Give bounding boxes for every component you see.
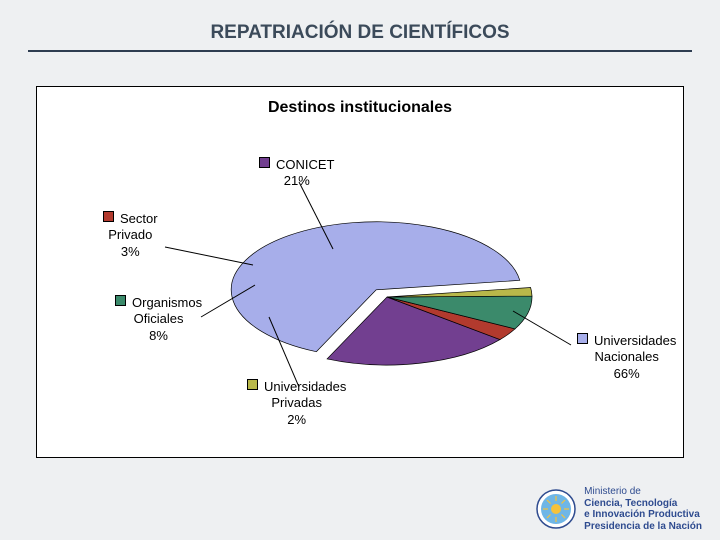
footer-line1: Ministerio de <box>584 486 641 497</box>
label-org-pct: 8% <box>149 328 168 343</box>
label-org-line2: Oficiales <box>134 311 184 326</box>
label-sector-pct: 3% <box>121 244 140 259</box>
swatch-univ-privadas <box>247 379 258 390</box>
page-title: REPATRIACIÓN DE CIENTÍFICOS <box>210 22 509 44</box>
swatch-univ-nacionales <box>577 333 588 344</box>
chart-container: Destinos institucionales CONICET 21% Sec… <box>36 86 684 458</box>
label-unac-line1: Universidades <box>594 333 676 348</box>
slide: REPATRIACIÓN DE CIENTÍFICOS Destinos ins… <box>0 0 720 540</box>
pie-chart <box>37 87 685 459</box>
label-upriv-line2: Privadas <box>271 395 322 410</box>
label-unac-pct: 66% <box>614 366 640 381</box>
swatch-conicet <box>259 157 270 168</box>
label-univ-nacionales: Universidades Nacionales 66% <box>577 333 676 382</box>
footer-logo: Ministerio de Ciencia, Tecnología e Inno… <box>536 486 702 532</box>
swatch-organismos <box>115 295 126 306</box>
label-upriv-line1: Universidades <box>264 379 346 394</box>
label-univ-privadas: Universidades Privadas 2% <box>247 379 346 428</box>
label-upriv-pct: 2% <box>287 412 306 427</box>
swatch-sector-privado <box>103 211 114 222</box>
footer-line2: Ciencia, Tecnología <box>584 498 677 509</box>
label-conicet-line1: CONICET <box>276 157 335 172</box>
footer-text: Ministerio de Ciencia, Tecnología e Inno… <box>584 486 702 532</box>
title-band: REPATRIACIÓN DE CIENTÍFICOS <box>0 0 720 52</box>
label-sector-line1: Sector <box>120 211 158 226</box>
label-org-line1: Organismos <box>132 295 202 310</box>
seal-icon <box>536 489 576 529</box>
title-rule <box>28 50 692 52</box>
label-sector-line2: Privado <box>108 227 152 242</box>
label-sector-privado: Sector Privado 3% <box>103 211 158 260</box>
label-conicet-pct: 21% <box>284 173 310 188</box>
footer-line4: Presidencia de la Nación <box>584 521 702 533</box>
label-unac-line2: Nacionales <box>595 349 659 364</box>
footer-line3: e Innovación Productiva <box>584 509 700 520</box>
label-organismos: Organismos Oficiales 8% <box>115 295 202 344</box>
label-conicet: CONICET 21% <box>259 157 335 190</box>
